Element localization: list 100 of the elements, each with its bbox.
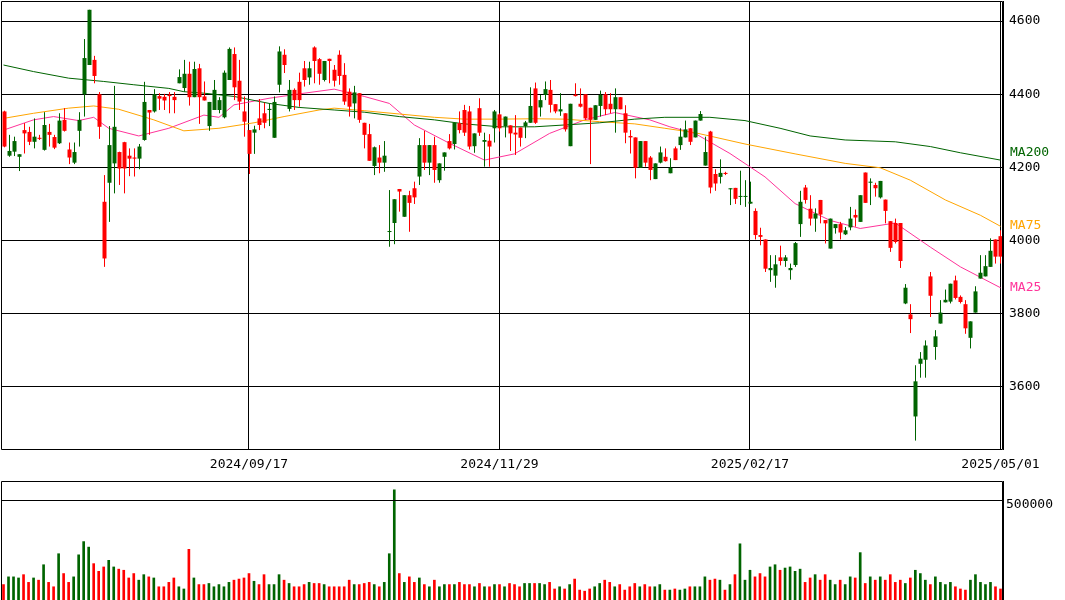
bar <box>578 589 581 600</box>
candlestick <box>67 142 72 165</box>
bar <box>954 586 957 600</box>
bar <box>67 582 70 600</box>
candlestick <box>422 130 427 171</box>
candlestick <box>608 92 613 114</box>
bar <box>863 583 867 600</box>
candlestick <box>377 144 382 174</box>
candlestick <box>287 79 292 112</box>
bar <box>503 586 506 600</box>
bar <box>413 582 416 600</box>
bar <box>397 573 401 600</box>
bar <box>919 573 922 600</box>
candlestick <box>598 90 603 118</box>
bar <box>974 574 977 600</box>
candlestick <box>437 162 442 184</box>
bar <box>27 582 30 600</box>
bar <box>377 586 381 600</box>
bar <box>132 573 136 600</box>
candlestick <box>152 88 157 114</box>
bar <box>838 579 842 600</box>
bar <box>608 582 612 600</box>
x-tick-label: 2025/05/01 <box>961 456 1040 472</box>
bar <box>32 577 35 600</box>
bar <box>147 576 151 600</box>
bar <box>583 590 586 600</box>
bar <box>653 586 657 600</box>
candlestick <box>247 129 252 175</box>
bar <box>858 552 862 600</box>
candlestick <box>933 329 938 361</box>
candlestick <box>452 122 457 150</box>
candlestick <box>472 132 477 154</box>
y-tick-label: 3800 <box>1009 305 1041 321</box>
bar <box>382 582 386 600</box>
bar <box>523 583 526 600</box>
bar <box>893 582 897 600</box>
bar <box>843 584 847 600</box>
bar <box>538 583 541 600</box>
candlestick <box>808 194 813 227</box>
bar <box>994 586 997 600</box>
bar <box>463 584 466 600</box>
candlestick <box>172 91 177 114</box>
y-tick-label: 3600 <box>1009 378 1041 394</box>
candlestick <box>382 140 387 173</box>
bar <box>433 579 436 600</box>
x-tick-label: 2025/02/17 <box>710 456 790 472</box>
bar <box>82 541 85 600</box>
candlestick <box>282 48 287 74</box>
bar <box>362 583 366 600</box>
bar <box>448 584 451 600</box>
candlestick <box>798 190 803 238</box>
y-tick-label: 4600 <box>1009 12 1041 28</box>
candlestick <box>297 72 302 108</box>
candlestick <box>848 206 853 231</box>
y-tick-label: 4400 <box>1009 85 1041 101</box>
bar <box>969 579 972 600</box>
bar <box>22 574 25 600</box>
candlestick <box>57 112 62 145</box>
bar <box>513 584 516 600</box>
bar <box>543 584 546 600</box>
candlestick <box>392 198 397 245</box>
bar <box>488 586 491 600</box>
candlestick <box>132 147 137 178</box>
bar <box>37 579 40 600</box>
bar <box>658 584 662 600</box>
candlestick <box>868 177 873 206</box>
bar <box>868 576 872 600</box>
bar <box>137 579 141 600</box>
candlestick <box>387 189 392 248</box>
bar <box>342 586 346 600</box>
candlestick <box>793 241 798 268</box>
bar <box>558 586 561 600</box>
candlestick <box>923 339 928 379</box>
bar <box>2 584 5 600</box>
bar <box>903 583 907 600</box>
bar <box>453 584 456 600</box>
bar <box>337 586 341 600</box>
candlestick <box>803 184 808 205</box>
bar <box>593 586 597 600</box>
bar <box>42 564 45 600</box>
bar <box>352 584 356 600</box>
bar <box>52 586 55 600</box>
candlestick <box>563 112 568 133</box>
y-tick-label: 4200 <box>1009 158 1041 174</box>
bar <box>97 571 101 600</box>
bar <box>347 579 351 600</box>
candlestick <box>442 151 447 172</box>
bar <box>979 582 982 600</box>
bar <box>107 560 111 600</box>
candlestick <box>813 207 818 233</box>
bar <box>908 577 912 600</box>
candlestick <box>973 285 978 314</box>
bar <box>12 576 15 600</box>
candlestick <box>748 181 753 205</box>
bar <box>633 583 637 600</box>
bar <box>648 586 652 600</box>
bar <box>964 589 967 600</box>
candlestick <box>402 194 407 218</box>
bar <box>7 576 10 600</box>
candlestick <box>412 181 417 205</box>
